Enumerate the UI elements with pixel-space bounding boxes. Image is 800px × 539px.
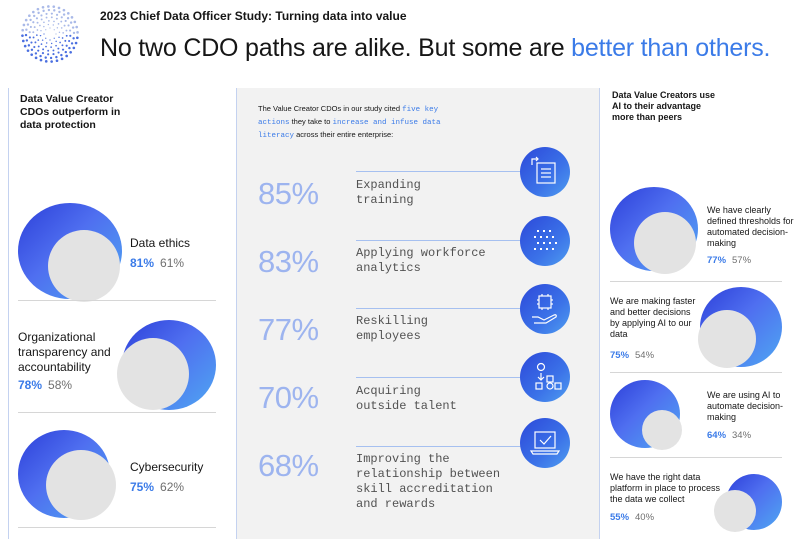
- peer-circle: [46, 450, 116, 520]
- row-line: [356, 377, 524, 378]
- peer-pct: 61%: [160, 256, 185, 270]
- peer-circle: [117, 338, 189, 410]
- intro-text: they take to: [289, 117, 333, 126]
- right-item-label: We are making faster and better decision…: [610, 296, 696, 339]
- intro-highlight: increase and infuse data literacy: [258, 119, 441, 140]
- right-item-label: We have clearly defined thresholds for a…: [707, 205, 794, 248]
- peer-pct: 57%: [732, 255, 752, 266]
- dotted-logo-icon: [21, 5, 79, 63]
- peer-pct: 34%: [732, 430, 752, 441]
- peer-pct: 54%: [635, 350, 655, 361]
- action-pct: 70%: [258, 380, 319, 415]
- peer-pct: 62%: [160, 480, 185, 494]
- left-item-label: Data ethics: [130, 236, 191, 250]
- right-item-percentages: 77% 57%: [707, 255, 751, 266]
- peer-pct: 58%: [48, 378, 73, 392]
- right-item-percentages: 64% 34%: [707, 430, 751, 441]
- action-pct: 68%: [258, 448, 319, 483]
- action-label: Expanding training: [356, 178, 421, 207]
- action-pct: 77%: [258, 312, 319, 347]
- right-item-percentages: 75% 54%: [610, 350, 654, 361]
- peer-circle: [634, 212, 696, 274]
- intro-text: across their entire enterprise:: [294, 130, 394, 139]
- action-pct: 83%: [258, 244, 319, 279]
- talent-icon: [520, 352, 570, 402]
- center-right-divider: [599, 88, 600, 539]
- creator-pct: 55%: [610, 512, 630, 523]
- row-line: [356, 240, 524, 241]
- creator-pct: 75%: [130, 480, 155, 494]
- analytics-icon: [520, 216, 570, 266]
- right-separator: [610, 372, 782, 373]
- peer-circle: [698, 310, 756, 368]
- left-separator: [18, 412, 216, 413]
- left-item-percentages: 81% 61%: [130, 256, 184, 271]
- intro-highlight: five key actions: [258, 106, 439, 127]
- left-item-label: Organizational transparency and accounta…: [18, 330, 111, 374]
- left-item-percentages: 78% 58%: [18, 378, 72, 393]
- creator-pct: 78%: [18, 378, 43, 392]
- report-subtitle: 2023 Chief Data Officer Study: Turning d…: [100, 9, 407, 23]
- right-item-percentages: 55% 40%: [610, 512, 654, 523]
- creator-pct: 81%: [130, 256, 155, 270]
- peer-circle: [48, 230, 120, 302]
- left-item-percentages: 75% 62%: [130, 480, 184, 495]
- page-headline: No two CDO paths are alike. But some are…: [100, 34, 770, 63]
- peer-pct: 40%: [635, 512, 655, 523]
- row-line: [356, 446, 524, 447]
- left-item-label: Cybersecurity: [130, 460, 204, 474]
- right-item-label: We are using AI to automate decision-mak…: [707, 390, 784, 422]
- row-line: [356, 171, 524, 172]
- center-intro: The Value Creator CDOs in our study cite…: [258, 103, 448, 142]
- row-line: [356, 308, 524, 309]
- training-icon: [520, 147, 570, 197]
- action-label: Reskilling employees: [356, 314, 429, 343]
- action-label: Applying workforce analytics: [356, 246, 486, 275]
- creator-pct: 77%: [707, 255, 727, 266]
- center-left-divider: [236, 88, 237, 539]
- action-pct: 85%: [258, 176, 319, 211]
- right-separator: [610, 281, 782, 282]
- right-heading: Data Value Creators use AI to their adva…: [612, 90, 716, 122]
- left-divider: [8, 88, 9, 539]
- left-heading: Data Value Creator CDOs outperform in da…: [20, 93, 121, 131]
- accreditation-icon: [520, 418, 570, 468]
- intro-text: The Value Creator CDOs in our study cite…: [258, 104, 403, 113]
- peer-circle: [714, 490, 756, 532]
- peer-circle: [642, 410, 682, 450]
- creator-pct: 64%: [707, 430, 727, 441]
- headline-accent: better than others.: [571, 34, 771, 62]
- action-label: Acquiring outside talent: [356, 384, 457, 413]
- creator-pct: 75%: [610, 350, 630, 361]
- action-label: Improving the relationship between skill…: [356, 452, 501, 511]
- headline-main: No two CDO paths are alike. But some are: [100, 34, 572, 62]
- right-item-label: We have the right data platform in place…: [610, 472, 721, 504]
- left-separator: [18, 300, 216, 301]
- left-separator: [18, 527, 216, 528]
- right-separator: [610, 457, 782, 458]
- reskilling-icon: [520, 284, 570, 334]
